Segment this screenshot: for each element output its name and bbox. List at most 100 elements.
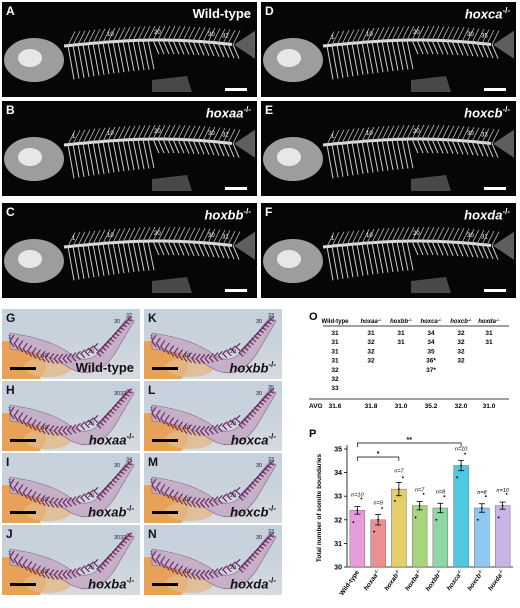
neural-spine <box>77 30 86 45</box>
neural-spine <box>132 227 141 242</box>
neural-spine <box>416 226 425 242</box>
y-tick-label: 31 <box>334 541 342 548</box>
somite-boundary <box>177 349 184 361</box>
neural-spine <box>222 128 231 143</box>
panel-label: M <box>148 455 158 469</box>
rib <box>157 240 165 256</box>
rib <box>207 41 215 57</box>
neural-spine <box>391 26 400 41</box>
somite-count-mark: 10 <box>42 497 48 503</box>
genotype-label: hoxda-/- <box>230 576 276 591</box>
eye-region <box>18 250 42 268</box>
anal-fin <box>411 277 451 293</box>
somite-boundary <box>217 350 223 361</box>
neural-spine <box>227 128 236 144</box>
rib <box>351 244 359 277</box>
somite-boundary <box>121 321 128 328</box>
x-tick-label: hoxca-/- <box>445 568 465 592</box>
rib <box>366 140 374 173</box>
rib <box>227 142 235 158</box>
bar <box>411 505 428 568</box>
neural-spine <box>87 29 96 44</box>
neural-spine <box>137 227 146 242</box>
somite-boundary <box>204 497 210 508</box>
somite-boundary <box>116 543 123 550</box>
neural-spine <box>157 124 166 140</box>
somite-boundary <box>121 537 128 544</box>
neural-spine <box>346 29 355 44</box>
data-point <box>414 516 417 519</box>
vertebra-count-mark: 10 <box>107 233 114 239</box>
rib <box>336 44 344 78</box>
somite-boundary <box>66 569 72 579</box>
somite-boundary <box>62 569 68 580</box>
rib <box>72 246 80 280</box>
rib <box>77 44 85 78</box>
rib <box>336 143 344 177</box>
neural-spine <box>426 124 435 140</box>
genotype-name: Wild-type <box>75 360 134 375</box>
somite-count-mark: 32 <box>126 313 132 319</box>
neural-spine <box>97 229 106 245</box>
somite-count-mark: 30 <box>256 319 262 325</box>
genotype-superscript: -/- <box>502 207 510 216</box>
avg-value: 31.6 <box>329 403 342 410</box>
y-tick-label: 34 <box>334 470 342 477</box>
neural-spine <box>411 124 420 140</box>
table-cell: 32 <box>457 348 465 355</box>
somite-boundary <box>75 350 81 361</box>
somite-boundary <box>121 393 128 400</box>
neural-spine <box>456 126 465 141</box>
avg-value: 31.8 <box>365 403 378 410</box>
somite-count-mark: 20 <box>88 493 94 499</box>
somite-count-mark: 20 <box>230 421 236 427</box>
table-cell: 32 <box>331 376 339 383</box>
vertebra-count-mark: 10 <box>107 32 114 38</box>
somite-boundary <box>160 484 166 497</box>
somite-boundary <box>230 489 237 498</box>
table-cell: 32 <box>457 330 465 337</box>
vertebra-count-mark: 32 <box>222 33 229 39</box>
rib <box>376 242 384 274</box>
somite-boundary <box>155 337 161 350</box>
neural-spine <box>172 125 181 140</box>
rib <box>411 138 419 154</box>
data-point <box>373 530 376 533</box>
neural-spine <box>212 28 221 43</box>
neural-spine <box>326 130 335 145</box>
rib <box>187 241 195 256</box>
genotype-label: hoxab-/- <box>88 504 134 519</box>
rib <box>441 241 449 256</box>
neural-spine <box>336 129 345 144</box>
somite-boundary <box>88 561 95 570</box>
neural-spine <box>426 25 435 41</box>
neural-spine <box>182 227 191 242</box>
somite-boundary <box>160 340 166 353</box>
rib <box>222 244 230 259</box>
rib <box>421 240 429 256</box>
rib <box>436 139 444 154</box>
rib <box>401 241 409 271</box>
rib <box>122 241 130 273</box>
somite-boundary <box>204 425 210 436</box>
neural-spine <box>386 26 395 41</box>
scale-bar <box>484 187 506 190</box>
somite-boundary <box>164 558 170 571</box>
data-point <box>393 500 396 502</box>
rib <box>361 141 369 174</box>
rib <box>192 139 200 155</box>
rib <box>346 142 354 176</box>
somite-boundary <box>191 425 197 436</box>
rib <box>92 43 100 76</box>
somite-boundary <box>168 561 175 573</box>
rib <box>341 245 349 279</box>
rib <box>117 140 125 172</box>
rib <box>386 241 394 273</box>
neural-spine <box>117 228 126 243</box>
somite-count-mark: 33 <box>268 529 274 535</box>
rib <box>416 240 424 256</box>
table-cell: 31 <box>485 330 493 337</box>
neural-spine <box>451 227 460 243</box>
rib <box>232 44 240 59</box>
